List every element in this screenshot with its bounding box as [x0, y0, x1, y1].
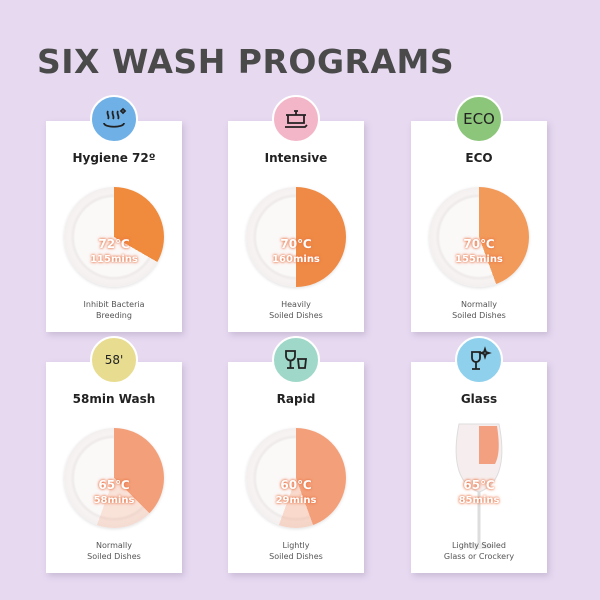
timer-icon: 58'	[90, 336, 138, 384]
pot-icon	[272, 95, 320, 143]
plate-image	[246, 187, 346, 287]
description: Normally Soiled Dishes	[87, 541, 141, 561]
duration: 29mins	[275, 495, 317, 506]
temperature: 65℃	[463, 478, 495, 492]
program-name: Hygiene 72º	[72, 151, 156, 165]
eco-icon: ECO	[455, 95, 503, 143]
duration: 115mins	[90, 254, 138, 265]
temperature: 70℃	[463, 237, 495, 251]
program-card-hygiene: Hygiene 72º 72℃ 115mins Inhibit Bacteria…	[46, 95, 182, 332]
description: Normally Soiled Dishes	[452, 300, 506, 320]
temperature: 70℃	[280, 237, 312, 251]
program-name: Rapid	[276, 392, 316, 406]
duration: 85mins	[458, 495, 500, 506]
program-card-58min: 58' 58min Wash 65℃ 58mins Normally Soiled…	[46, 336, 182, 573]
temperature: 72℃	[98, 237, 130, 251]
program-name: ECO	[465, 151, 493, 165]
program-card-eco: ECO ECO 70℃ 155mins Normally Soiled Dishe…	[411, 95, 547, 332]
description: Lightly Soiled Glass or Crockery	[443, 541, 515, 561]
steam-dish-icon	[90, 95, 138, 143]
duration: 155mins	[455, 254, 503, 265]
page-title: SIX WASH PROGRAMS	[37, 42, 455, 81]
glasses-icon	[272, 336, 320, 384]
duration: 58mins	[93, 495, 135, 506]
wine-glass-image	[455, 423, 503, 549]
description: Heavily Soiled Dishes	[269, 300, 323, 320]
program-name: Glass	[460, 392, 498, 406]
plate-image	[429, 187, 529, 287]
plate-image	[64, 187, 164, 287]
duration: 160mins	[272, 254, 320, 265]
program-card-intensive: Intensive 70℃ 160mins Heavily Soiled Dish…	[228, 95, 364, 332]
program-card-glass: Glass 65℃ 85mins Lightly Soiled Glass or …	[411, 336, 547, 573]
program-name: 58min Wash	[72, 392, 156, 406]
temperature: 60℃	[280, 478, 312, 492]
temperature: 65℃	[98, 478, 130, 492]
description: Lightly Soiled Dishes	[269, 541, 323, 561]
program-card-rapid: Rapid 60℃ 29mins Lightly Soiled Dishes	[228, 336, 364, 573]
program-name: Intensive	[264, 151, 328, 165]
description: Inhibit Bacteria Breeding	[83, 300, 145, 320]
sparkle-glass-icon	[455, 336, 503, 384]
plate-image	[246, 428, 346, 528]
plate-image	[64, 428, 164, 528]
